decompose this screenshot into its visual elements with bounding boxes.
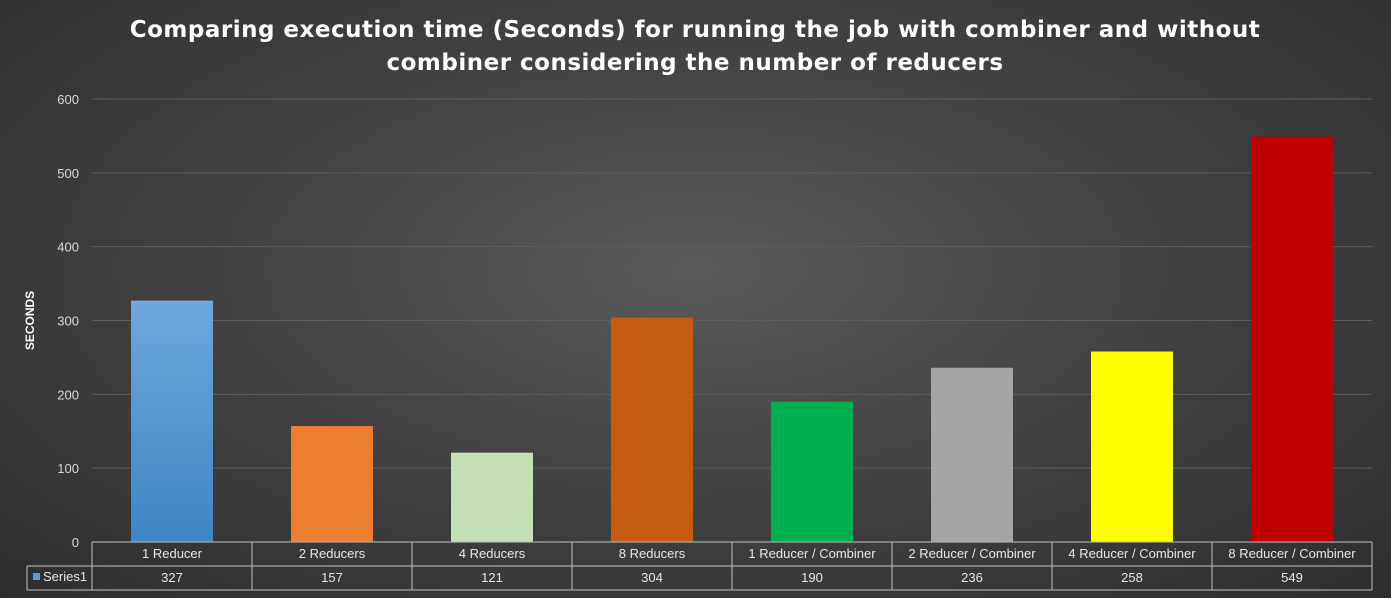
- x-tick-label: 4 Reducer / Combiner: [1068, 546, 1196, 561]
- x-tick-label: 2 Reducers: [299, 546, 366, 561]
- data-label: 190: [801, 570, 823, 585]
- bar: [931, 367, 1013, 542]
- y-tick-label: 600: [57, 92, 79, 107]
- y-axis-title: SECONDS: [23, 291, 37, 350]
- bar: [771, 401, 853, 542]
- bar: [611, 317, 693, 542]
- y-tick-label: 500: [57, 166, 79, 181]
- x-tick-label: 4 Reducers: [459, 546, 526, 561]
- y-tick-label: 100: [57, 461, 79, 476]
- x-tick-label: 1 Reducer: [142, 546, 203, 561]
- y-tick-label: 400: [57, 240, 79, 255]
- data-label: 121: [481, 570, 503, 585]
- data-label: 157: [321, 570, 343, 585]
- data-label: 549: [1281, 570, 1303, 585]
- data-label: 304: [641, 570, 663, 585]
- data-label: 236: [961, 570, 983, 585]
- data-label: 327: [161, 570, 183, 585]
- bar: [291, 426, 373, 542]
- data-label: 258: [1121, 570, 1143, 585]
- y-tick-label: 300: [57, 314, 79, 329]
- bar: [451, 452, 533, 542]
- x-tick-label: 8 Reducer / Combiner: [1228, 546, 1356, 561]
- y-tick-label: 0: [72, 535, 79, 550]
- x-tick-label: 1 Reducer / Combiner: [748, 546, 876, 561]
- bar: [1091, 351, 1173, 542]
- x-tick-label: 8 Reducers: [619, 546, 686, 561]
- bar: [1251, 136, 1333, 542]
- y-tick-label: 200: [57, 387, 79, 402]
- x-tick-label: 2 Reducer / Combiner: [908, 546, 1036, 561]
- legend-series-name: Series1: [43, 569, 87, 584]
- chart-title: Comparing execution time (Seconds) for r…: [129, 17, 1261, 76]
- legend-key: [33, 573, 40, 580]
- bar: [131, 300, 213, 542]
